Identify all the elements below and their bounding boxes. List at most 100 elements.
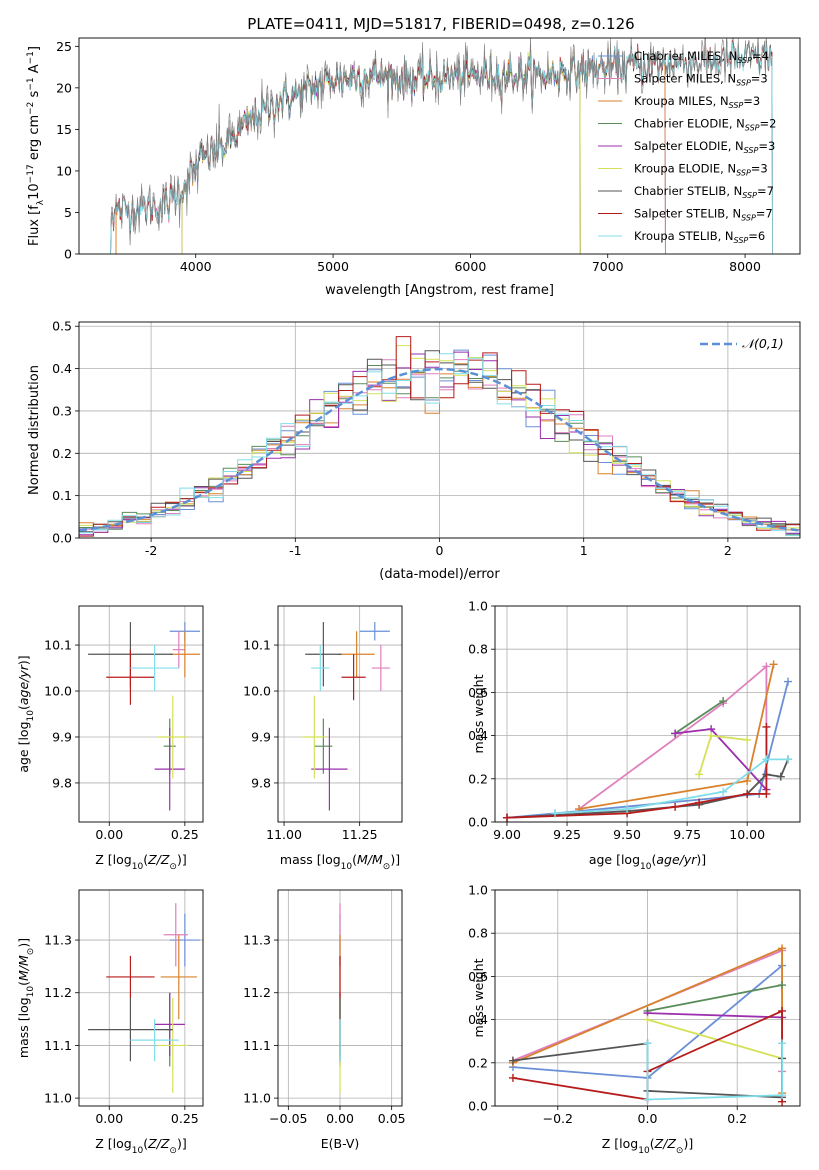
y-tick-label: 9.8 <box>251 775 271 790</box>
errorbar-point-6 <box>157 998 188 1093</box>
y-tick-label: 9.9 <box>251 729 271 744</box>
y-tick-label: 0.8 <box>468 926 488 941</box>
weight-marker <box>778 1006 787 1015</box>
figure-title: PLATE=0411, MJD=51817, FIBERID=0498, z=0… <box>247 15 634 33</box>
errorbar-point-5 <box>154 727 185 811</box>
weight-marker <box>671 802 680 811</box>
panel-weight-vs-age: 9.00 9.25 9.50 9.75 10.00 0.0 0.2 0.4 0.6 0.8 1.0 a… <box>468 599 801 872</box>
y-tick-label: 11.0 <box>243 1091 271 1106</box>
weight-marker <box>778 981 787 990</box>
legend-entry-8: Salpeter STELIB, NSSP=7 <box>634 207 773 223</box>
y-axis-label: mass [log10(M/M⊙)] <box>16 938 36 1058</box>
x-tick-label: 0.25 <box>171 1111 199 1126</box>
errorbar-point-3 <box>338 631 375 678</box>
errorbar-point-8 <box>341 654 366 701</box>
x-tick-label: 11.00 <box>266 827 302 842</box>
x-tick-label: −0.2 <box>543 1111 573 1126</box>
y-tick-label: 11.3 <box>44 933 72 948</box>
errorbar-point-9 <box>130 645 179 692</box>
weight-marker <box>778 944 787 953</box>
weight-marker <box>778 1039 787 1048</box>
y-axis-label: Normed distribution <box>27 365 42 495</box>
weight-marker <box>643 1039 652 1048</box>
axes-frame <box>494 889 801 1107</box>
legend-entry-3: Kroupa MILES, NSSP=3 <box>634 94 760 110</box>
weight-line-8 <box>506 727 768 819</box>
y-tick-label: 11.1 <box>44 1038 72 1053</box>
axes-frame <box>277 889 403 1107</box>
weight-marker <box>778 1091 787 1100</box>
y-tick-label: 11.3 <box>243 933 271 948</box>
y-tick-label: 0.0 <box>468 1099 488 1114</box>
y-tick-label: 11.1 <box>243 1038 271 1053</box>
x-tick-label: 0.00 <box>326 1111 354 1126</box>
x-tick-label: 0.05 <box>378 1111 406 1126</box>
axes-frame <box>78 889 204 1107</box>
errorbar-point-1 <box>169 913 200 967</box>
y-tick-label: 1.0 <box>468 883 488 898</box>
weight-marker <box>508 1073 517 1082</box>
x-axis-label: (data-model)/error <box>379 567 500 582</box>
x-axis-label: wavelength [Angstrom, rest frame] <box>325 283 554 298</box>
legend-entry-9: Kroupa STELIB, NSSP=6 <box>634 229 765 245</box>
weight-marker <box>623 805 632 814</box>
y-axis-label: Flux [fλ10−17 erg cm−2 s−1 A−1] <box>26 46 46 246</box>
x-tick-label: 0.00 <box>95 1111 123 1126</box>
y-tick-label: 9.9 <box>52 729 72 744</box>
errorbar-point-1 <box>359 622 390 641</box>
panel-age-vs-mass: 11.00 11.25 9.8 9.9 10.0 10.1 mass [log10(M/M⊙… <box>243 605 403 872</box>
y-tick-label: 10.1 <box>44 638 72 653</box>
legend-entry-2: Salpeter MILES, NSSP=3 <box>634 72 768 88</box>
weight-line-9 <box>554 758 788 815</box>
weight-line-2 <box>578 664 768 810</box>
errorbar-point-7 <box>88 998 173 1062</box>
weight-marker <box>769 660 778 669</box>
errorbar-point-9 <box>311 645 330 692</box>
y-tick-label: 0.2 <box>468 771 488 786</box>
x-tick-label: 11.25 <box>342 827 378 842</box>
y-tick-label: 0.4 <box>468 728 488 743</box>
weight-marker <box>762 722 771 731</box>
y-tick-label: 0.4 <box>52 361 72 376</box>
x-tick-label: -2 <box>145 543 157 558</box>
x-axis-label: mass [log10(M/M⊙)] <box>280 852 400 872</box>
weight-marker <box>776 772 785 781</box>
axes-frame <box>277 605 403 823</box>
x-tick-label: 0.25 <box>171 827 199 842</box>
errorbar-point-9 <box>130 1019 179 1062</box>
x-tick-label: -1 <box>289 543 301 558</box>
errorbar-point-2 <box>371 645 390 692</box>
x-tick-label: 9.25 <box>553 827 581 842</box>
y-tick-label: 0.8 <box>468 642 488 657</box>
axes-frame <box>494 605 801 823</box>
y-axis-label: mass weight <box>471 958 486 1037</box>
weight-marker <box>508 1056 517 1065</box>
weight-marker <box>695 770 704 779</box>
y-tick-label: 0.2 <box>468 1055 488 1070</box>
errorbar-point-8 <box>106 649 155 705</box>
panel-mass-vs-Z: 0.00 0.25 11.0 11.1 11.2 11.3 Z [log10(Z/Z⊙)] m… <box>16 889 204 1156</box>
y-tick-label: 15 <box>56 122 72 137</box>
y-tick-label: 0.6 <box>468 685 488 700</box>
axes-frame <box>78 37 801 255</box>
y-axis-label: mass weight <box>471 674 486 753</box>
panel-mass-vs-ebv: −0.05 0.00 0.05 11.0 11.1 11.2 11.3 E(B-V) <box>243 889 406 1151</box>
errorbar-point-8 <box>106 955 155 998</box>
weight-marker <box>762 789 771 798</box>
y-tick-label: 20 <box>56 80 72 95</box>
x-tick-label: 1 <box>580 543 588 558</box>
legend-entry-6: Kroupa ELODIE, NSSP=3 <box>634 162 768 178</box>
x-tick-label: 7000 <box>592 259 624 274</box>
y-tick-label: 25 <box>56 39 72 54</box>
legend-entry-5: Salpeter ELODIE, NSSP=3 <box>634 139 775 155</box>
x-tick-label: 0.00 <box>95 827 123 842</box>
weight-marker <box>503 813 512 822</box>
weight-marker <box>743 735 752 744</box>
x-tick-label: −0.05 <box>269 1111 307 1126</box>
weight-marker <box>762 662 771 671</box>
y-tick-label: 10.1 <box>243 638 271 653</box>
errorbar-point-2 <box>163 903 188 967</box>
y-tick-label: 9.8 <box>52 775 72 790</box>
y-tick-label: 0.1 <box>52 488 72 503</box>
